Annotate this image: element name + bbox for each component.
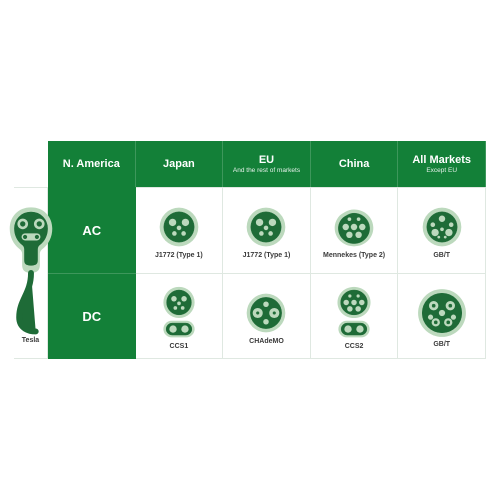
corner-spacer <box>14 141 48 187</box>
col-title: China <box>339 158 370 170</box>
cell-ac-namerica: J1772 (Type 1) <box>136 187 224 273</box>
type1-icon <box>243 204 289 250</box>
col-subtitle: And the rest of markets <box>233 167 300 174</box>
col-title: N. America <box>63 158 120 170</box>
gbt-dc-icon <box>416 287 468 339</box>
ccs1-icon <box>156 285 202 341</box>
cell-ac-china: GB/T <box>398 187 486 273</box>
cell-label: J1772 (Type 1) <box>155 252 203 259</box>
col-title: All Markets <box>412 154 471 166</box>
col-head-china: China <box>311 141 399 187</box>
cell-ac-eu: Mennekes (Type 2) <box>311 187 399 273</box>
connector-chart: N. America Japan EU And the rest of mark… <box>14 141 486 359</box>
col-head-eu: EU And the rest of markets <box>223 141 311 187</box>
cell-dc-japan: CHAdeMO <box>223 273 311 359</box>
cell-label: Mennekes (Type 2) <box>323 252 385 259</box>
col-title: Japan <box>163 158 195 170</box>
gbt-ac-icon <box>419 204 465 250</box>
cell-dc-china: GB/T <box>398 273 486 359</box>
col-title: EU <box>259 154 274 166</box>
cell-label: GB/T <box>433 341 450 348</box>
cell-label: Tesla <box>22 337 39 344</box>
row-head-ac: AC <box>48 187 136 273</box>
row-label: AC <box>82 223 101 238</box>
cell-ac-japan: J1772 (Type 1) <box>223 187 311 273</box>
cell-dc-eu: CCS2 <box>311 273 399 359</box>
cell-label: CCS1 <box>170 343 189 350</box>
col-subtitle: Except EU <box>426 167 457 174</box>
chademo-icon <box>243 290 289 336</box>
cell-label: CCS2 <box>345 343 364 350</box>
col-head-namerica: N. America <box>48 141 136 187</box>
col-head-all: All Markets Except EU <box>398 141 486 187</box>
col-head-japan: Japan <box>136 141 224 187</box>
cell-label: J1772 (Type 1) <box>243 252 291 259</box>
type2-icon <box>331 204 377 250</box>
cell-all-tesla: Tesla <box>14 187 48 359</box>
ccs2-icon <box>331 285 377 341</box>
row-label: DC <box>82 309 101 324</box>
type1-icon <box>156 204 202 250</box>
row-head-dc: DC <box>48 273 136 359</box>
cell-label: GB/T <box>433 252 450 259</box>
cell-dc-namerica: CCS1 <box>136 273 224 359</box>
cell-label: CHAdeMO <box>249 338 284 345</box>
